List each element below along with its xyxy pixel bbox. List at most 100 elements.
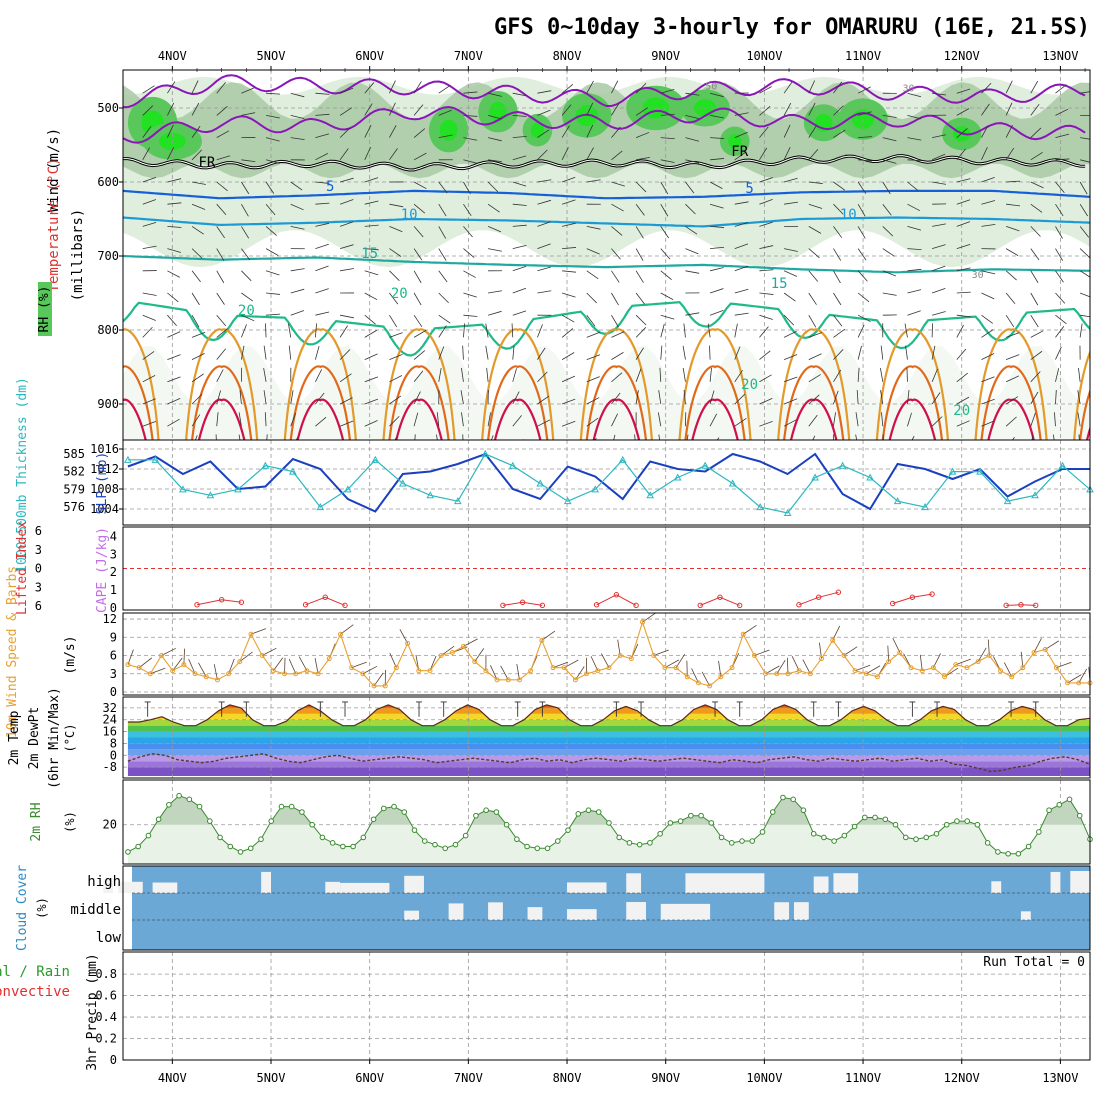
wind-barb xyxy=(661,346,662,360)
thickness-tick-label: 579 xyxy=(63,482,85,496)
temp-band xyxy=(123,732,1090,738)
wind-barb xyxy=(784,440,795,448)
rh2m-marker xyxy=(965,819,970,824)
wind-barb xyxy=(1080,293,1093,298)
wind-barb xyxy=(365,354,378,360)
rh2m-marker xyxy=(392,804,397,809)
wind-barb xyxy=(463,346,464,360)
isotherm-20-label: 20 xyxy=(238,303,255,319)
wind-barb xyxy=(389,333,402,338)
wind-barb xyxy=(439,293,449,303)
wind-barb xyxy=(1031,271,1038,283)
slp-label: SLP (mb) xyxy=(95,452,110,515)
rh2m-marker xyxy=(760,830,765,835)
li-line xyxy=(1006,605,1036,606)
rh2m-marker xyxy=(811,831,816,836)
rh2m-marker xyxy=(218,835,223,840)
wind-barb xyxy=(710,268,724,271)
y-tick-label: 700 xyxy=(97,249,119,263)
wind-barb xyxy=(562,315,574,322)
wind-barb xyxy=(636,327,646,337)
isotherm-20-label: 20 xyxy=(741,377,758,393)
rh2m-marker xyxy=(474,813,479,818)
rh2m-marker xyxy=(371,817,376,822)
wind-barb xyxy=(488,249,502,252)
rh2m-marker xyxy=(566,828,571,833)
wind-barb xyxy=(907,290,921,293)
rh2m-marker xyxy=(269,819,274,824)
temp-fill xyxy=(123,699,1090,776)
wind-50-label: 50 xyxy=(705,82,717,93)
wind10-unit: (m/s) xyxy=(63,635,78,674)
wind-barb xyxy=(143,315,156,320)
wind-barb xyxy=(759,327,768,338)
wind-barb xyxy=(611,315,618,327)
wind-barb xyxy=(881,346,883,360)
temp-band xyxy=(123,761,1090,767)
rh2m-marker xyxy=(903,835,908,840)
wind-barb xyxy=(488,311,501,315)
rh2m-marker xyxy=(883,817,888,822)
upper-mb-label: (millibars) xyxy=(70,209,86,302)
li-tick-label: 3 xyxy=(35,580,42,594)
wind-barb xyxy=(513,266,526,270)
li-marker xyxy=(343,603,347,607)
temp2m-tick-label: 32 xyxy=(103,701,117,715)
wind10-tick-label: 12 xyxy=(103,612,117,626)
rh2m-marker xyxy=(351,844,356,849)
wind-barb xyxy=(1078,368,1080,382)
temp-band xyxy=(123,743,1090,749)
cape-tick-label: 1 xyxy=(110,583,117,597)
wind-barb xyxy=(414,293,421,305)
li-line xyxy=(700,597,740,605)
rh2m-marker xyxy=(187,797,192,802)
rh2m-marker xyxy=(863,815,868,820)
wind-barb xyxy=(167,355,180,360)
thickness-tick-label: 576 xyxy=(63,500,85,514)
wind-barb xyxy=(1055,249,1062,261)
wind-barb xyxy=(957,325,964,337)
cloud-high-bar xyxy=(1070,871,1090,893)
rh2m-marker xyxy=(463,833,468,838)
rh2m-marker xyxy=(596,810,601,815)
cloud-label: Cloud Cover xyxy=(15,865,30,951)
wind-barb xyxy=(1031,293,1038,305)
wind-barb xyxy=(264,346,266,360)
rh2m-marker xyxy=(1016,851,1021,856)
cloud-middle-bar xyxy=(794,902,809,920)
wind-barb xyxy=(439,315,451,323)
rh2m-marker xyxy=(699,813,704,818)
y-tick-label: 500 xyxy=(97,101,119,115)
wind-barb xyxy=(1055,271,1063,282)
cloud-high-bar xyxy=(991,881,1001,893)
top-day-label: 10NOV xyxy=(746,49,782,63)
cloud-high-bar xyxy=(1051,872,1061,893)
wind-barb xyxy=(439,271,447,282)
wind-barb xyxy=(907,368,908,382)
wind-barb xyxy=(587,332,600,337)
wind-barb xyxy=(266,271,279,275)
rh2m-marker xyxy=(729,841,734,846)
wind-barb xyxy=(1006,271,1016,280)
rh2m-marker xyxy=(586,808,591,813)
rh2m-tick-label: 20 xyxy=(103,818,117,832)
wind-barb xyxy=(709,346,710,360)
top-day-label: 5NOV xyxy=(257,49,286,63)
rh2m-marker xyxy=(934,831,939,836)
rh2m-marker xyxy=(750,839,755,844)
rh2m-marker xyxy=(1026,844,1031,849)
wind-barb xyxy=(513,245,527,248)
wind-barb xyxy=(833,293,840,305)
thickness-tick-label: 582 xyxy=(63,465,85,479)
wind-barb xyxy=(365,271,378,275)
rh2m-marker xyxy=(658,831,663,836)
cloud-high-bar xyxy=(685,873,764,893)
wind-barb xyxy=(562,353,574,360)
wind-barb xyxy=(365,441,377,448)
wind-barb xyxy=(883,249,895,257)
